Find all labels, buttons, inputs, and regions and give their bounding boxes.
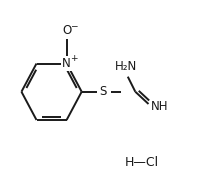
Text: +: + (70, 54, 77, 63)
Text: N: N (62, 57, 71, 70)
Text: S: S (99, 85, 106, 98)
Text: H₂N: H₂N (114, 60, 136, 73)
Text: H—Cl: H—Cl (124, 156, 158, 169)
Text: NH: NH (151, 100, 168, 113)
Text: O: O (62, 24, 71, 37)
Text: −: − (70, 21, 77, 30)
